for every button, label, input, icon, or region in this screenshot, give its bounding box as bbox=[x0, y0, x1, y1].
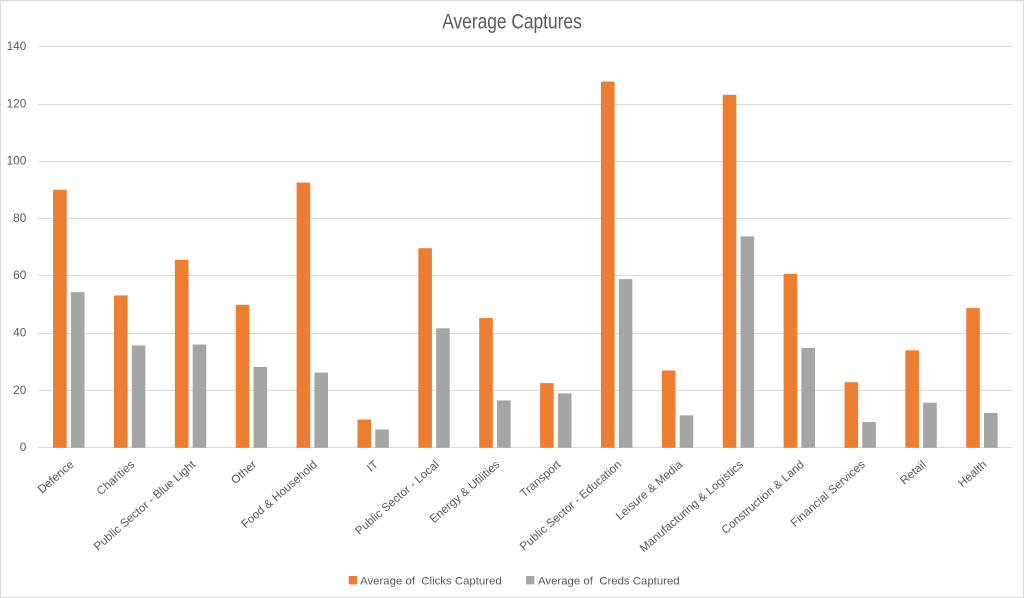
svg-text:0: 0 bbox=[20, 440, 27, 454]
svg-text:80: 80 bbox=[13, 211, 27, 225]
svg-text:100: 100 bbox=[7, 154, 27, 168]
svg-text:Average of Clicks Captured: Average of Clicks Captured bbox=[360, 575, 502, 587]
svg-text:60: 60 bbox=[13, 268, 27, 282]
svg-text:Average Captures: Average Captures bbox=[442, 10, 582, 34]
svg-text:40: 40 bbox=[13, 326, 27, 340]
svg-text:Average of Creds Captured: Average of Creds Captured bbox=[538, 575, 680, 587]
svg-text:20: 20 bbox=[13, 383, 27, 397]
svg-text:120: 120 bbox=[7, 96, 27, 110]
svg-text:140: 140 bbox=[7, 39, 27, 53]
